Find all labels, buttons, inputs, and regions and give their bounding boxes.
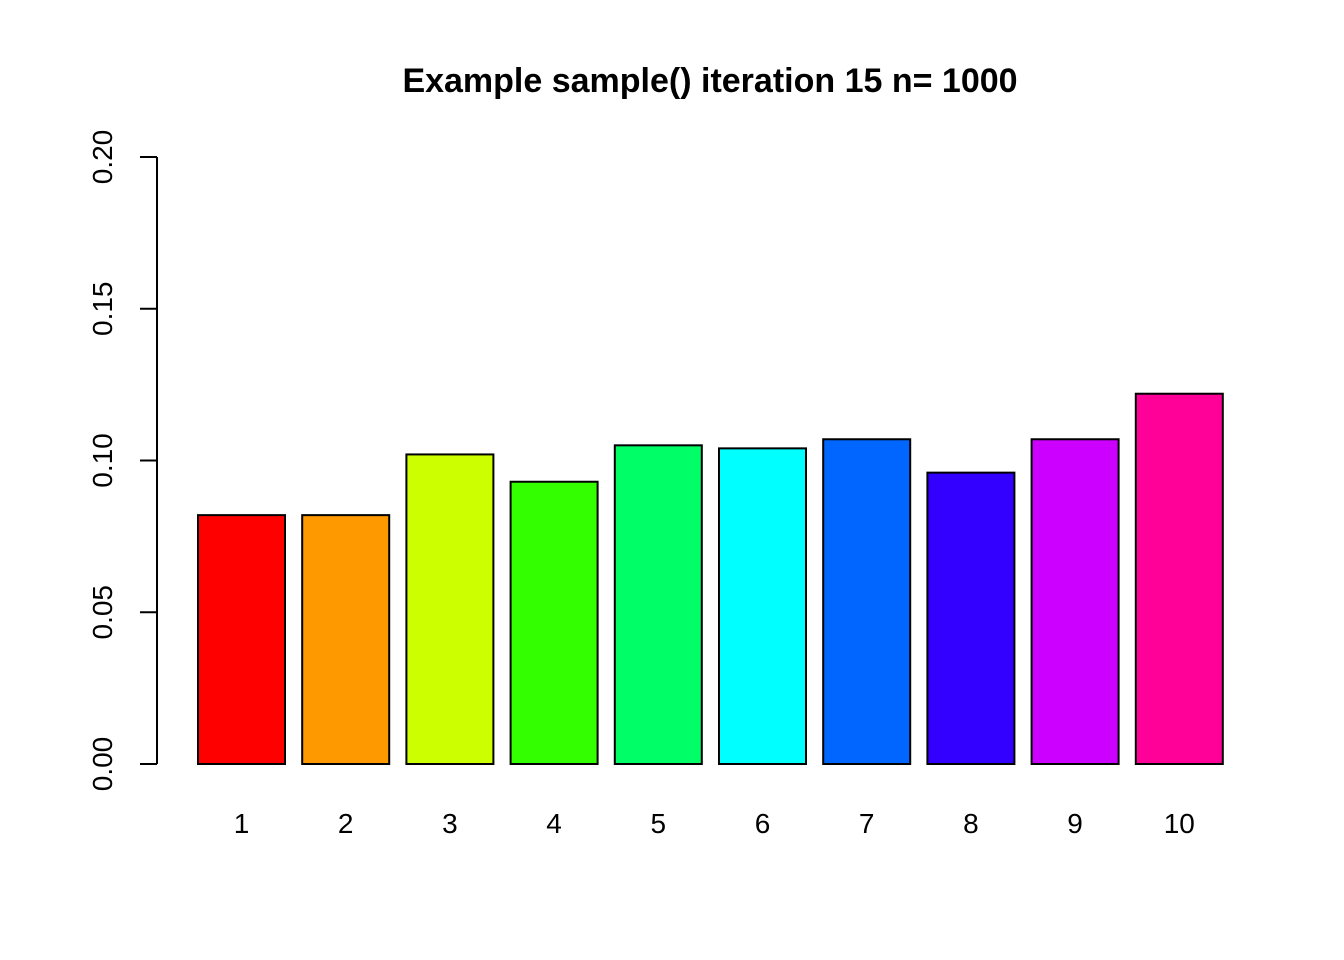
- x-tick-label: 1: [234, 808, 250, 839]
- y-tick-label: 0.15: [87, 282, 118, 337]
- bar-1: [197, 514, 286, 765]
- y-tick-label: 0.00: [87, 737, 118, 792]
- x-tick-label: 4: [546, 808, 562, 839]
- bar-6: [718, 447, 807, 765]
- bar-2: [301, 514, 391, 765]
- bar-10: [1134, 392, 1224, 765]
- bar-5: [613, 444, 703, 765]
- x-tick-label: 2: [338, 808, 354, 839]
- x-tick-label: 10: [1164, 808, 1195, 839]
- bar-9: [1030, 438, 1120, 765]
- bar-3: [405, 453, 495, 765]
- x-tick-label: 3: [442, 808, 458, 839]
- chart-title: Example sample() iteration 15 n= 1000: [402, 62, 1017, 100]
- x-tick-label: 5: [651, 808, 667, 839]
- y-tick-label: 0.10: [87, 433, 118, 488]
- y-axis: 0.00 0.05 0.10 0.15 0.20: [87, 130, 157, 792]
- bars-group: [197, 392, 1224, 765]
- bar-4: [509, 480, 599, 765]
- x-tick-label: 7: [859, 808, 875, 839]
- x-tick-label: 9: [1067, 808, 1083, 839]
- x-tick-label: 8: [963, 808, 979, 839]
- y-tick-label: 0.20: [87, 130, 118, 185]
- x-tick-label: 6: [755, 808, 771, 839]
- bar-7: [822, 438, 912, 765]
- x-axis-labels: 1 2 3 4 5 6 7 8 9 10: [234, 808, 1195, 839]
- bar-8: [926, 471, 1016, 765]
- y-tick-label: 0.05: [87, 585, 118, 640]
